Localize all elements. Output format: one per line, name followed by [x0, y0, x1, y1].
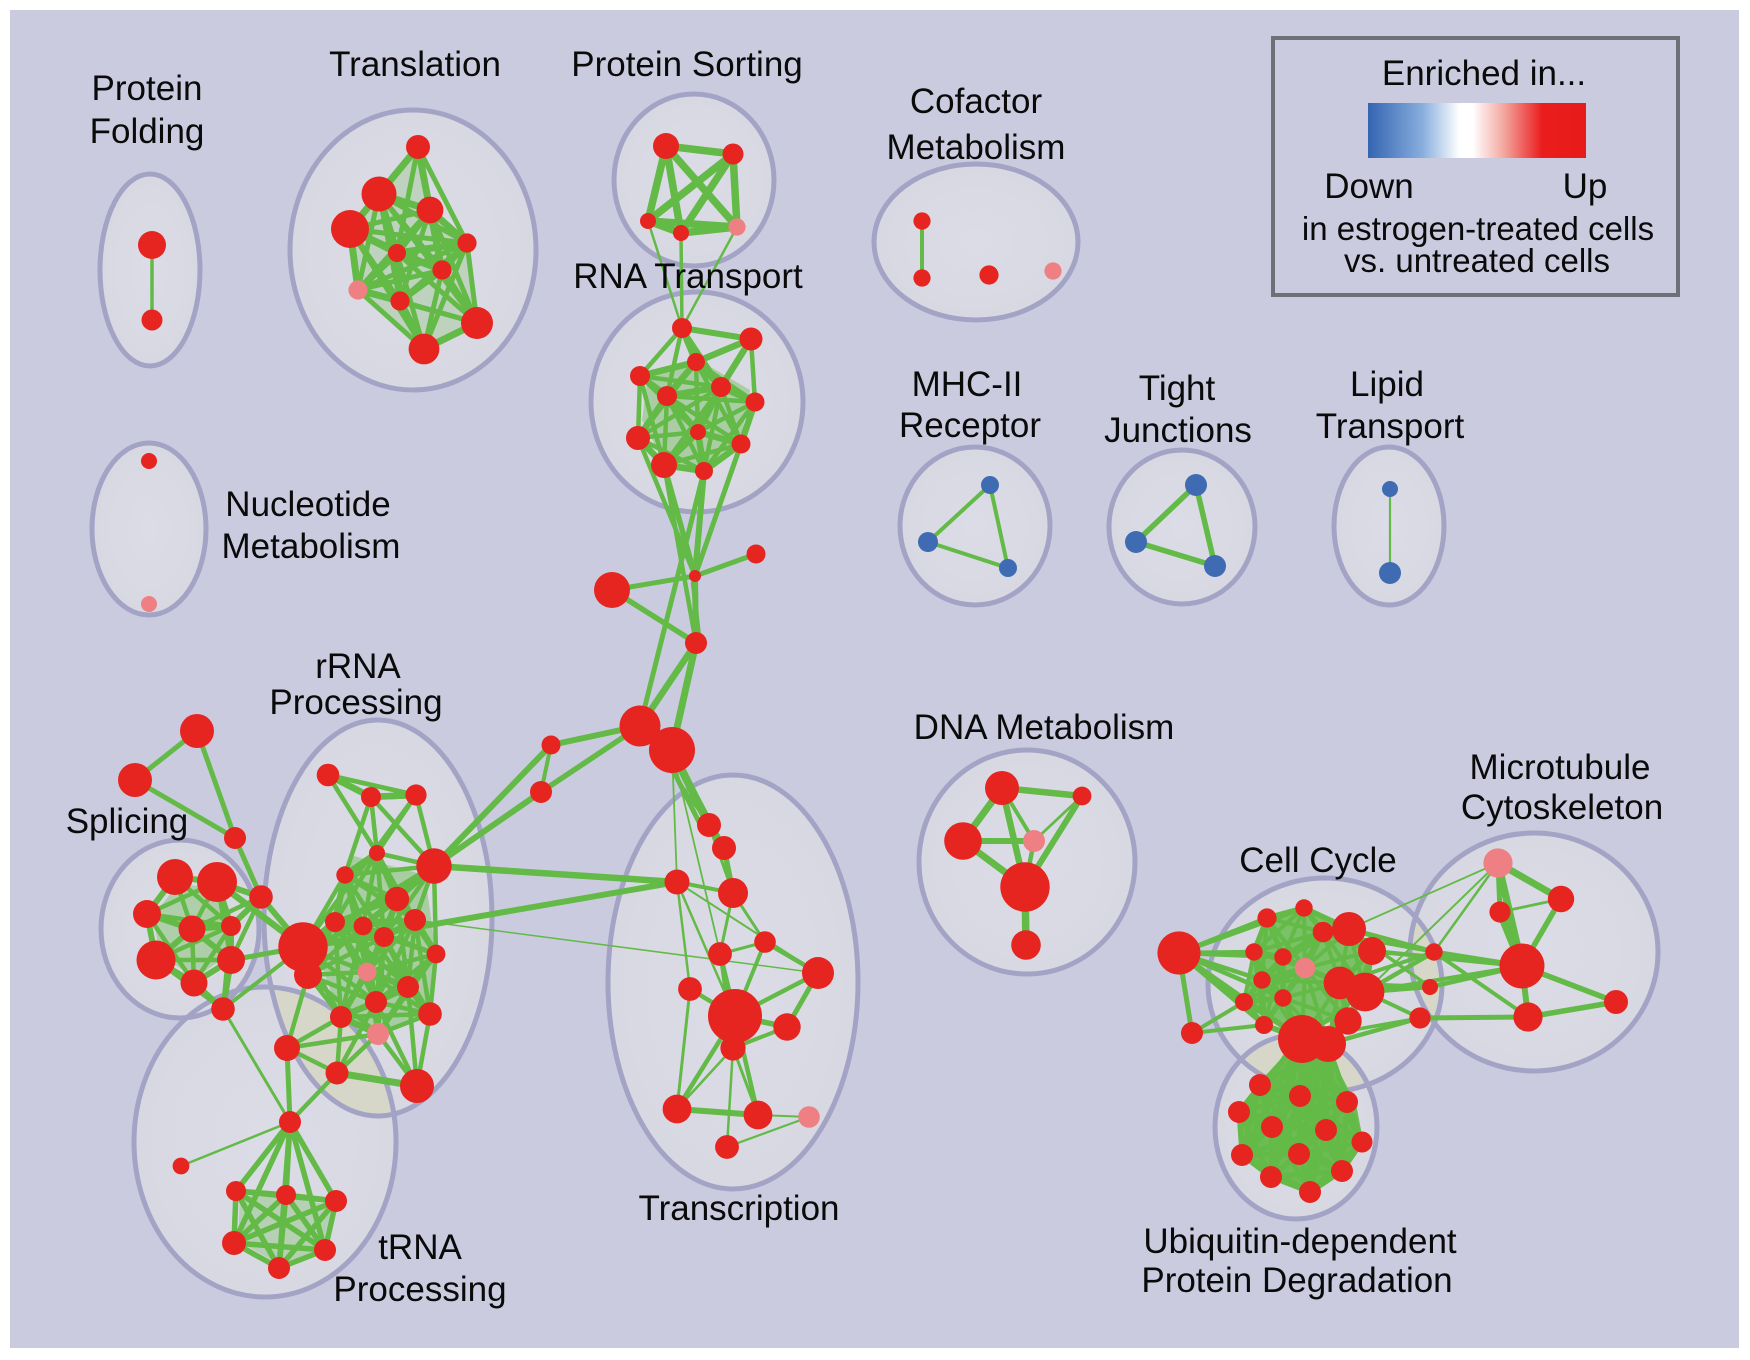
svg-text:Processing: Processing — [269, 683, 442, 722]
svg-text:Nucleotide: Nucleotide — [225, 485, 390, 524]
svg-text:Up: Up — [1563, 167, 1608, 206]
svg-text:Ubiquitin-dependent: Ubiquitin-dependent — [1143, 1222, 1457, 1261]
svg-text:Microtubule: Microtubule — [1470, 748, 1651, 787]
svg-text:Cell Cycle: Cell Cycle — [1239, 841, 1397, 880]
svg-text:vs. untreated cells: vs. untreated cells — [1344, 242, 1610, 279]
svg-text:Lipid: Lipid — [1350, 365, 1424, 404]
svg-text:Protein: Protein — [92, 69, 203, 108]
svg-text:Cofactor: Cofactor — [910, 82, 1043, 121]
svg-text:in estrogen-treated cells: in estrogen-treated cells — [1302, 210, 1654, 247]
svg-text:Folding: Folding — [90, 112, 205, 151]
svg-text:Transcription: Transcription — [639, 1189, 840, 1228]
svg-text:tRNA: tRNA — [378, 1228, 462, 1267]
svg-text:RNA Transport: RNA Transport — [573, 257, 803, 296]
svg-text:Junctions: Junctions — [1104, 411, 1252, 450]
svg-text:Protein Degradation: Protein Degradation — [1141, 1261, 1452, 1300]
svg-text:Cytoskeleton: Cytoskeleton — [1461, 788, 1663, 827]
svg-text:Metabolism: Metabolism — [887, 128, 1066, 167]
svg-text:Receptor: Receptor — [899, 406, 1041, 445]
svg-text:Splicing: Splicing — [66, 802, 189, 841]
svg-text:Metabolism: Metabolism — [222, 527, 401, 566]
svg-text:MHC-II: MHC-II — [912, 365, 1023, 404]
svg-text:Translation: Translation — [329, 45, 501, 84]
svg-text:Enriched in...: Enriched in... — [1382, 54, 1586, 93]
svg-text:Down: Down — [1324, 167, 1413, 206]
svg-text:DNA Metabolism: DNA Metabolism — [914, 708, 1175, 747]
svg-text:rRNA: rRNA — [315, 647, 401, 686]
svg-text:Transport: Transport — [1316, 407, 1465, 446]
svg-text:Protein Sorting: Protein Sorting — [571, 45, 803, 84]
svg-text:Tight: Tight — [1139, 369, 1216, 408]
svg-text:Processing: Processing — [333, 1270, 506, 1309]
